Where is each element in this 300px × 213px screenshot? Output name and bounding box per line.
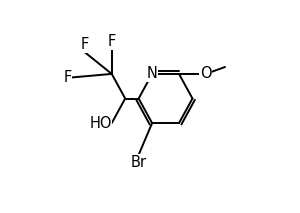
Text: Br: Br xyxy=(130,155,147,170)
Text: N: N xyxy=(147,66,158,81)
Text: F: F xyxy=(81,37,89,52)
Text: F: F xyxy=(63,70,71,85)
Text: HO: HO xyxy=(89,116,112,131)
Text: O: O xyxy=(200,66,212,81)
Text: F: F xyxy=(108,34,116,49)
